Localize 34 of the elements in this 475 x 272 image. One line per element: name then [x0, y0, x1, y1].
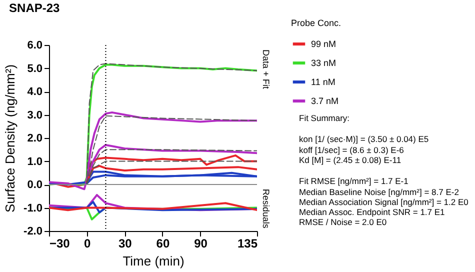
y-tick-label: -2.0 — [24, 226, 42, 238]
text: Fit RMSE [ng/mm²] = 1.7 E-1 — [299, 176, 409, 186]
y-tick-label: 6.0 — [27, 40, 42, 52]
x-tick-label: 135 — [237, 236, 258, 250]
text: Fit Summary: — [299, 113, 350, 123]
y-tick-label: 0.0 — [27, 179, 42, 191]
x-tick-label: 60 — [156, 236, 170, 250]
text: Data + Fit — [261, 50, 271, 90]
y-tick-label: 5.0 — [27, 62, 42, 75]
chart-title: SNAP-23 — [9, 1, 60, 15]
legend-label: 99 nM — [311, 39, 336, 49]
text: Median Assoc. Endpoint SNR = 1.7 E1 — [299, 207, 446, 217]
legend-label: 3.7 nM — [311, 96, 339, 106]
x-axis-title: Time (min) — [122, 254, 184, 268]
legend-label: 11 nM — [311, 77, 336, 87]
text: Median Baseline Noise [ng/mm²] = 8.7 E-2 — [299, 187, 460, 197]
y-tick-label: 1.0 — [27, 156, 42, 168]
y-tick-label: 2.0 — [27, 132, 42, 144]
text: koff [1/sec] = (8.6 ± 0.3) E-6 — [299, 145, 404, 155]
text: RMSE / Noise = 2.0 E0 — [299, 217, 387, 227]
x-tick-label: 30 — [118, 236, 132, 250]
y-tick-label: 4.0 — [27, 86, 42, 98]
y-tick-label: -1.0 — [24, 202, 42, 214]
legend-label: 33 nM — [311, 58, 336, 68]
x-tick-label: 0 — [84, 236, 91, 250]
x-tick-label: 90 — [194, 236, 208, 250]
text: Median Association Signal [ng/mm²] = 1.2 E0 — [299, 197, 469, 207]
y-axis-title: Surface Density (ng/mm²) — [2, 64, 18, 213]
y-tick-label: 3.0 — [27, 109, 42, 122]
x-tick-label: −30 — [50, 236, 70, 250]
text: Residuals — [261, 188, 271, 229]
text: kon [1/ (sec·M)] = (3.50 ± 0.04) E5 — [299, 134, 429, 144]
legend-title: Probe Conc. — [291, 18, 342, 28]
text: Kd [M] = (2.45 ± 0.08) E-11 — [299, 155, 402, 165]
